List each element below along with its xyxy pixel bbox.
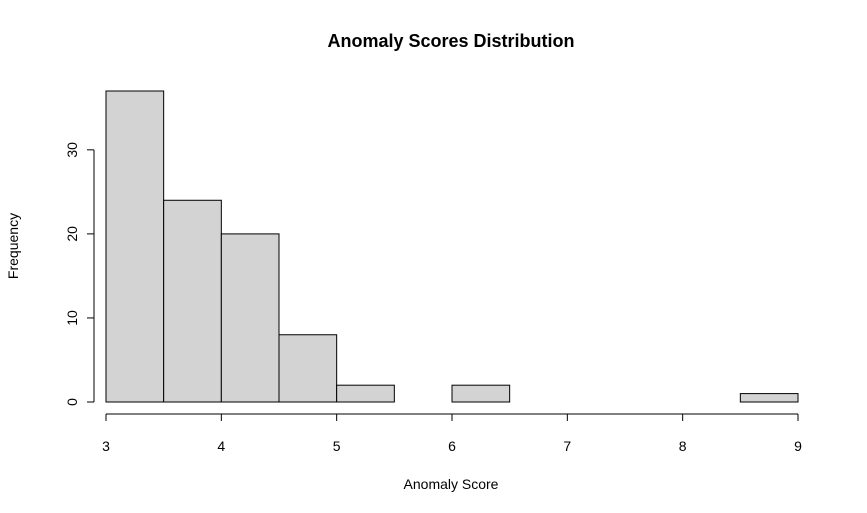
y-axis-label: Frequency	[5, 213, 21, 279]
x-tick-label: 5	[333, 438, 341, 454]
y-tick-label: 10	[64, 310, 80, 326]
x-tick-label: 6	[448, 438, 456, 454]
histogram-bar-1	[105, 90, 165, 403]
x-tick-label: 4	[217, 438, 225, 454]
x-axis-label: Anomaly Score	[404, 476, 499, 492]
histogram-bar-3	[220, 233, 280, 403]
x-tick-label: 8	[679, 438, 687, 454]
histogram-bars	[105, 90, 799, 403]
histogram-bar-7	[451, 384, 511, 403]
y-axis: 0 10 20 30	[64, 142, 95, 406]
x-axis: 3 4 5 6 7 8 9	[102, 413, 802, 454]
y-tick-label: 0	[64, 398, 80, 406]
x-tick-label: 3	[102, 438, 110, 454]
y-tick-label: 20	[64, 226, 80, 242]
histogram-bar-5	[336, 384, 395, 403]
chart-title: Anomaly Scores Distribution	[327, 31, 574, 51]
y-tick-label: 30	[64, 142, 80, 158]
x-tick-label: 7	[563, 438, 571, 454]
histogram-bar-4	[278, 334, 338, 403]
histogram-bar-2	[163, 199, 222, 403]
histogram-bar-12	[739, 393, 799, 403]
x-tick-label: 9	[794, 438, 802, 454]
